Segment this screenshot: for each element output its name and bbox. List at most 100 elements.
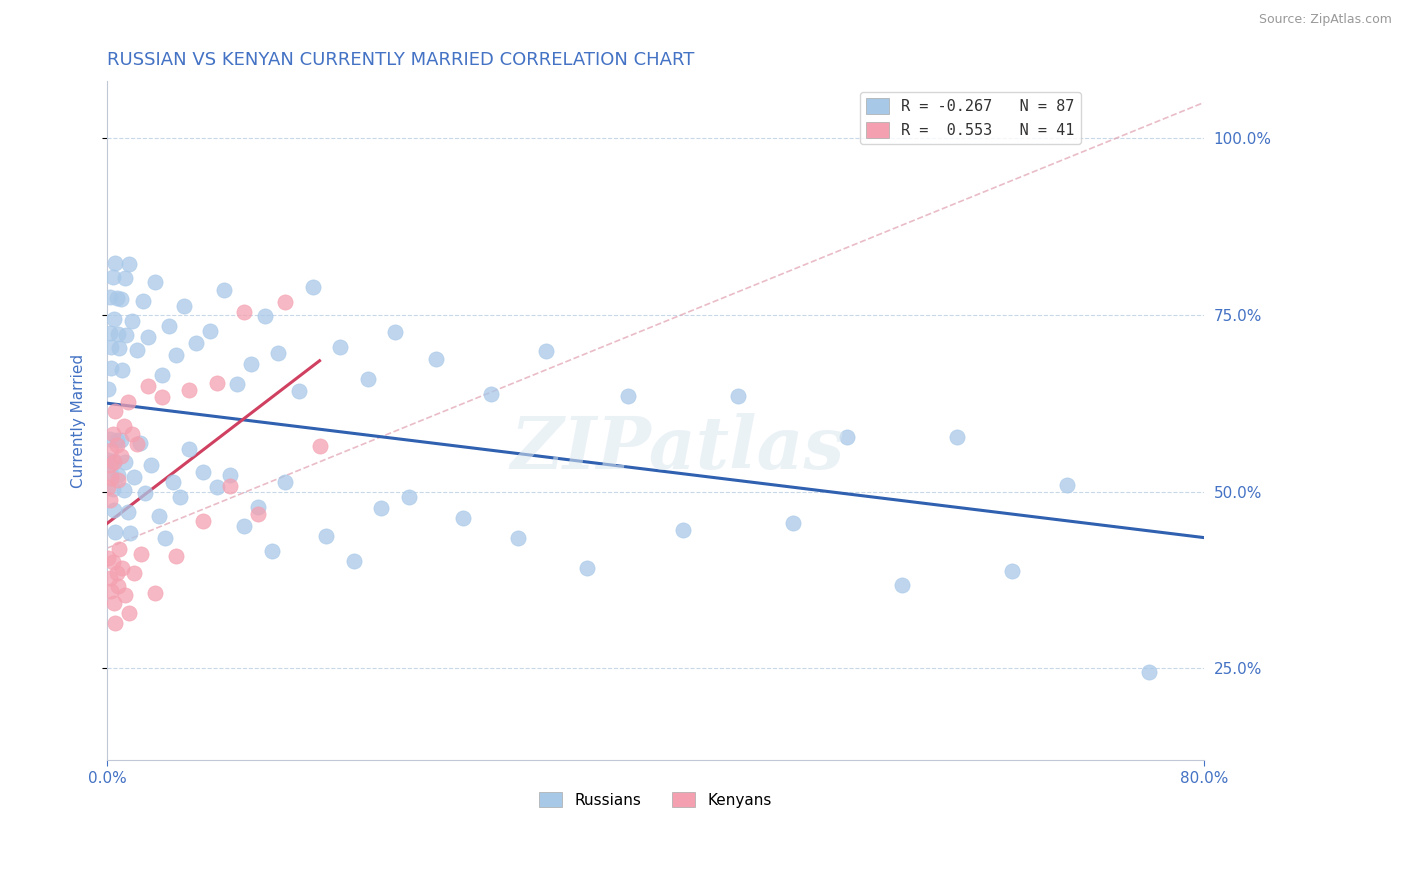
Point: [727, 388, 749, 402]
Point: [173, 300, 195, 314]
Point: [453, 510, 475, 524]
Point: [127, 436, 149, 450]
Point: [111, 362, 134, 376]
Point: [114, 455, 136, 469]
Point: [104, 256, 127, 270]
Point: [1137, 665, 1160, 680]
Point: [100, 340, 122, 354]
Point: [169, 490, 191, 504]
Point: [162, 475, 184, 489]
Point: [384, 326, 406, 340]
Point: [100, 584, 122, 599]
Point: [274, 295, 297, 310]
Point: [205, 480, 228, 494]
Point: [121, 314, 143, 328]
Text: RUSSIAN VS KENYAN CURRENTLY MARRIED CORRELATION CHART: RUSSIAN VS KENYAN CURRENTLY MARRIED CORR…: [107, 51, 695, 69]
Point: [153, 531, 176, 545]
Point: [143, 586, 166, 600]
Point: [212, 283, 235, 297]
Point: [104, 404, 127, 418]
Point: [260, 543, 283, 558]
Point: [105, 291, 128, 305]
Point: [165, 348, 187, 362]
Point: [1001, 564, 1024, 578]
Point: [97, 382, 120, 396]
Point: [575, 561, 598, 575]
Point: [108, 341, 131, 355]
Point: [104, 616, 127, 631]
Point: [101, 555, 124, 569]
Point: [186, 336, 208, 351]
Point: [240, 357, 263, 371]
Point: [253, 310, 276, 324]
Point: [114, 271, 136, 285]
Point: [98, 571, 121, 585]
Point: [246, 500, 269, 514]
Point: [143, 275, 166, 289]
Point: [534, 343, 557, 358]
Point: [111, 561, 134, 575]
Point: [101, 427, 124, 442]
Point: [107, 473, 129, 487]
Point: [118, 606, 141, 620]
Text: ZIPatlas: ZIPatlas: [510, 412, 845, 483]
Point: [274, 475, 297, 489]
Point: [782, 516, 804, 530]
Point: [97, 453, 120, 467]
Point: [103, 454, 125, 468]
Point: [108, 542, 131, 557]
Point: [132, 294, 155, 309]
Point: [98, 326, 121, 340]
Point: [479, 386, 502, 401]
Point: [165, 549, 187, 563]
Point: [104, 524, 127, 539]
Point: [219, 478, 242, 492]
Point: [233, 519, 256, 533]
Point: [112, 483, 135, 497]
Point: [100, 442, 122, 457]
Point: [103, 453, 125, 467]
Point: [233, 305, 256, 319]
Point: [124, 566, 146, 581]
Point: [157, 318, 180, 333]
Point: [110, 434, 132, 448]
Point: [179, 442, 201, 456]
Point: [191, 465, 214, 479]
Point: [315, 529, 337, 543]
Point: [891, 578, 914, 592]
Point: [97, 550, 120, 565]
Point: [508, 532, 530, 546]
Point: [226, 376, 249, 391]
Point: [107, 326, 129, 341]
Point: [105, 566, 128, 580]
Point: [837, 430, 859, 444]
Point: [103, 312, 125, 326]
Point: [946, 429, 969, 443]
Point: [191, 514, 214, 528]
Point: [329, 340, 352, 354]
Point: [308, 439, 330, 453]
Point: [101, 269, 124, 284]
Point: [301, 280, 323, 294]
Point: [148, 508, 170, 523]
Point: [205, 376, 228, 390]
Point: [117, 394, 139, 409]
Point: [98, 458, 121, 472]
Point: [219, 467, 242, 482]
Point: [117, 505, 139, 519]
Point: [98, 493, 121, 508]
Point: [98, 290, 121, 304]
Point: [131, 547, 153, 561]
Point: [107, 579, 129, 593]
Point: [97, 480, 120, 494]
Point: [105, 438, 128, 452]
Point: [114, 588, 136, 602]
Legend: Russians, Kenyans: Russians, Kenyans: [533, 786, 778, 814]
Point: [118, 257, 141, 271]
Point: [103, 503, 125, 517]
Point: [1056, 478, 1078, 492]
Point: [124, 470, 146, 484]
Point: [103, 596, 125, 610]
Point: [127, 343, 149, 358]
Point: [115, 327, 138, 342]
